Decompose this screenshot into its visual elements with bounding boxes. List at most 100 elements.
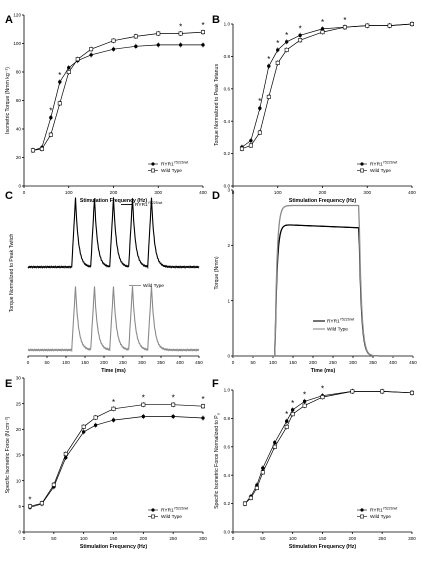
panel-label: B [212, 14, 220, 26]
legend-superscript: Y522S/wt [174, 161, 189, 165]
significance-star: * [258, 97, 261, 106]
legend-marker [360, 514, 364, 519]
x-tick-label: 300 [199, 536, 207, 541]
data-point [67, 66, 71, 70]
data-point [141, 402, 146, 407]
data-point [272, 444, 277, 449]
panel-C: C 0 50 100 150 200 250 300 350 400 450 Time (ms) Tor… [5, 190, 203, 374]
series-line [32, 31, 204, 151]
y-tick-label: 0.8 [224, 54, 231, 59]
x-tick-label: 100 [274, 190, 282, 195]
data-point [81, 424, 86, 429]
legend-marker [360, 508, 364, 512]
legend-label: Wild Type [161, 514, 182, 520]
y-axis-label: Specific Isometric Force (N cm⁻²) [5, 416, 11, 493]
y-tick-label: 0.4 [224, 119, 231, 124]
data-point [48, 132, 53, 137]
y-tick-label: 0 [18, 530, 21, 535]
y-tick-label: 20 [16, 427, 22, 432]
data-point [156, 31, 161, 36]
data-point [380, 389, 385, 394]
legend-name: RYR1 [161, 508, 174, 514]
data-point [57, 101, 62, 106]
data-point [178, 31, 183, 36]
y-tick-label: 3 [227, 188, 230, 193]
legend-label: RYR1Y522S/wt [161, 507, 188, 514]
x-tick-label: 300 [138, 360, 146, 365]
x-tick-label: 0 [232, 536, 235, 541]
y-tick-label: 40 [16, 127, 22, 132]
x-tick-label: 250 [169, 536, 177, 541]
data-point [201, 416, 205, 420]
data-point [66, 70, 71, 75]
x-tick-label: 250 [329, 360, 337, 365]
legend-label: RYR1Y522S/wt [370, 507, 397, 514]
significance-star: * [343, 16, 346, 25]
data-point [63, 451, 68, 456]
significance-star: * [303, 390, 306, 399]
legend-name: RYR1 [370, 508, 383, 514]
data-point [248, 495, 253, 500]
significance-star: * [201, 395, 204, 404]
y-tick-label: 1 [227, 298, 230, 303]
y-tick-label: 0.2 [224, 501, 231, 506]
data-point [141, 414, 146, 419]
y-tick-label: 0 [18, 184, 21, 189]
data-point [254, 485, 259, 490]
x-axis-label: Time (ms) [311, 368, 336, 374]
y-tick-label: 20 [16, 155, 22, 160]
legend-name: Wild Type [370, 168, 391, 174]
data-point [93, 415, 98, 420]
data-point [267, 64, 271, 68]
x-tick-label: 400 [199, 190, 207, 195]
data-point [201, 30, 206, 35]
legend-name: Wild Type [161, 168, 182, 174]
legend-label: RYR1Y522S/wt [327, 318, 354, 325]
legend-label: Wild Type [370, 168, 391, 174]
tetanus-trace [233, 204, 413, 357]
data-point [387, 23, 392, 28]
x-tick-label: 200 [309, 360, 317, 365]
panel-F: F 0 50 100 150 200 250 300 0.0 0.2 0.4 0.6 0.8 1.0 Sti… [212, 378, 416, 550]
x-tick-label: 50 [51, 536, 57, 541]
significance-star: * [172, 394, 175, 403]
data-point [276, 48, 280, 52]
data-point [350, 389, 355, 394]
series-line [244, 391, 413, 504]
y-tick-label: 0.2 [224, 151, 231, 156]
data-point [81, 430, 86, 434]
significance-star: * [142, 394, 145, 403]
data-point [290, 412, 295, 417]
legend-name: Wild Type [327, 327, 348, 333]
x-tick-label: 250 [378, 536, 386, 541]
x-axis-label: Stimulation Frequency (Hz) [289, 544, 356, 550]
panel-label: D [212, 190, 220, 202]
significance-star: * [179, 23, 182, 32]
data-point [302, 399, 307, 404]
legend-label: Wild Type [327, 327, 348, 333]
x-tick-label: 50 [250, 360, 256, 365]
series-line [29, 416, 204, 508]
data-point [156, 43, 160, 47]
y-tick-label: 5 [18, 504, 21, 509]
y-tick-label: 1.0 [224, 22, 231, 27]
x-tick-label: 400 [408, 190, 416, 195]
panel-label: C [5, 190, 13, 202]
y-axis-label: Specific Isometric Force Normalized to P… [214, 413, 221, 509]
data-point [248, 143, 253, 148]
x-tick-label: 0 [27, 360, 30, 365]
y-tick-label: 80 [16, 70, 22, 75]
significance-star: * [299, 24, 302, 33]
y-tick-label: 0.0 [224, 184, 231, 189]
x-tick-label: 100 [65, 190, 73, 195]
x-tick-label: 0 [23, 190, 26, 195]
data-point [266, 94, 271, 99]
legend-marker [360, 168, 364, 173]
data-point [133, 34, 138, 39]
legend-name: Wild Type [370, 514, 391, 520]
y-tick-label: 15 [16, 453, 22, 458]
data-point [39, 146, 44, 151]
x-axis-label: Time (ms) [101, 368, 126, 374]
x-tick-label: 200 [110, 190, 118, 195]
data-point [320, 30, 325, 35]
